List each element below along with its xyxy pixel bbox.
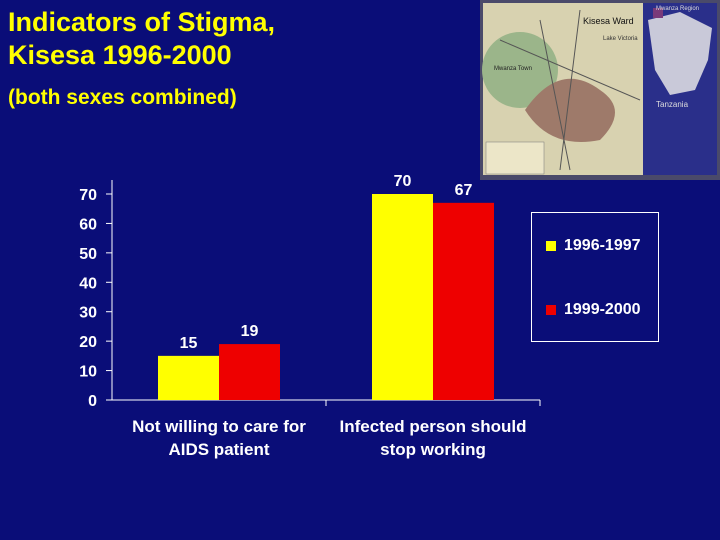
category-label: Infected person should — [339, 417, 526, 436]
bar-1999-2000 — [219, 344, 280, 400]
bar-1996-1997 — [158, 355, 219, 400]
map-region-label: Mwanza Region — [656, 6, 699, 12]
y-tick-label: 60 — [79, 216, 97, 233]
legend-item-1999-2000: 1999-2000 — [546, 301, 641, 319]
map-town-label: Mwanza Town — [494, 66, 532, 72]
legend-swatch-1999-2000 — [546, 305, 556, 315]
data-label: 15 — [180, 335, 198, 352]
category-label: AIDS patient — [168, 440, 269, 459]
y-tick-label: 50 — [79, 246, 97, 263]
category-label: stop working — [380, 440, 486, 459]
bar-1999-2000 — [433, 202, 494, 400]
map-country-label: Tanzania — [656, 100, 689, 109]
legend-label-1996-1997: 1996-1997 — [564, 237, 641, 254]
y-tick-label: 10 — [79, 364, 97, 381]
title-line-2: Kisesa 1996-2000 — [8, 40, 232, 70]
legend-label-1999-2000: 1999-2000 — [564, 301, 641, 318]
map-lake-label: Lake Victoria — [603, 36, 638, 42]
legend-swatch-1996-1997 — [546, 241, 556, 251]
legend-item-1996-1997: 1996-1997 — [546, 237, 641, 255]
slide-subtitle: (both sexes combined) — [8, 86, 237, 109]
bar-1996-1997 — [372, 194, 433, 400]
chart-legend: 1996-1997 1999-2000 — [531, 212, 659, 342]
category-label: Not willing to care for — [132, 417, 306, 436]
data-label: 67 — [455, 182, 473, 199]
y-tick-label: 0 — [88, 393, 97, 410]
kisesa-map-image: Kisesa Ward Lake Victoria Mwanza Town Mw… — [480, 0, 720, 180]
y-tick-label: 40 — [79, 275, 97, 292]
data-label: 70 — [394, 173, 412, 190]
data-label: 19 — [241, 323, 259, 340]
slide-title: Indicators of Stigma, Kisesa 1996-2000 — [8, 6, 275, 72]
map-ward-label: Kisesa Ward — [583, 16, 634, 26]
title-line-1: Indicators of Stigma, — [8, 7, 276, 37]
y-tick-label: 70 — [79, 187, 97, 204]
y-tick-label: 30 — [79, 305, 97, 322]
y-tick-label: 20 — [79, 334, 97, 351]
